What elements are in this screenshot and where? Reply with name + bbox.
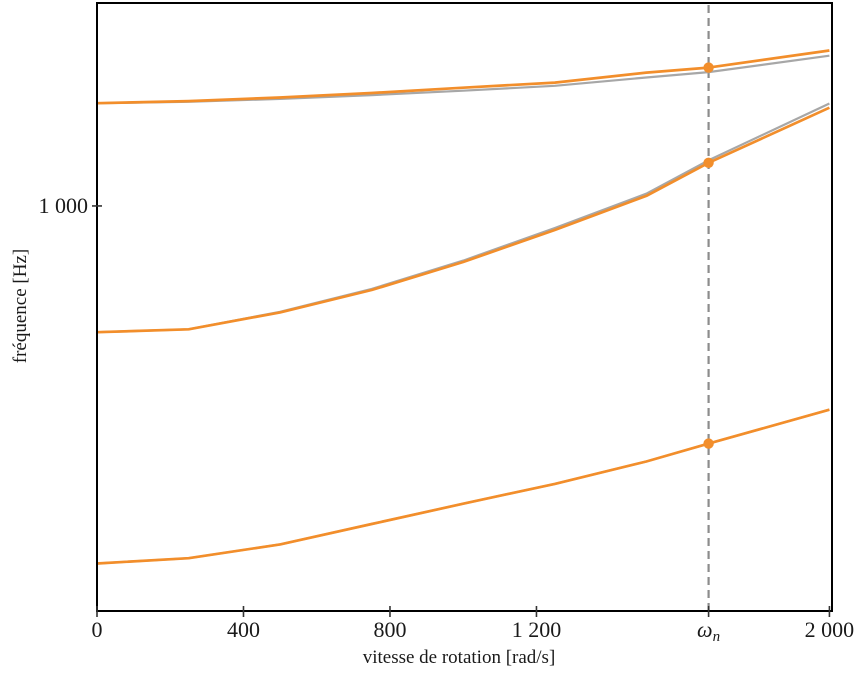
mode-1-backward-whirl-curve — [96, 408, 830, 565]
critical-speed-marker-2 — [703, 62, 714, 73]
mode-3-backward-whirl-curve — [96, 54, 830, 105]
x-tick-label-1: 400 — [227, 617, 260, 642]
critical-speed-marker-1 — [703, 157, 714, 169]
y-tick-label-0: 1 000 — [39, 193, 89, 218]
x-tick-label-0: 0 — [92, 617, 103, 642]
mode-3-forward-whirl-curve — [96, 49, 830, 105]
x-tick-label-5: 2 000 — [805, 617, 855, 642]
mode-2-backward-whirl-curve — [96, 102, 830, 334]
mode-2-forward-whirl-curve — [96, 106, 830, 334]
plot-frame — [96, 2, 833, 612]
x-tick-label-3: 1 200 — [512, 617, 562, 642]
x-tick-label-2: 800 — [373, 617, 406, 642]
x-axis-title: vitesse de rotation [rad/s] — [362, 647, 556, 668]
y-axis-title: fréquence [Hz] — [10, 248, 31, 364]
x-tick-label-4: ωn — [697, 617, 720, 645]
critical-speed-marker-0 — [703, 438, 714, 449]
mode-1-forward-whirl-curve — [96, 408, 830, 565]
